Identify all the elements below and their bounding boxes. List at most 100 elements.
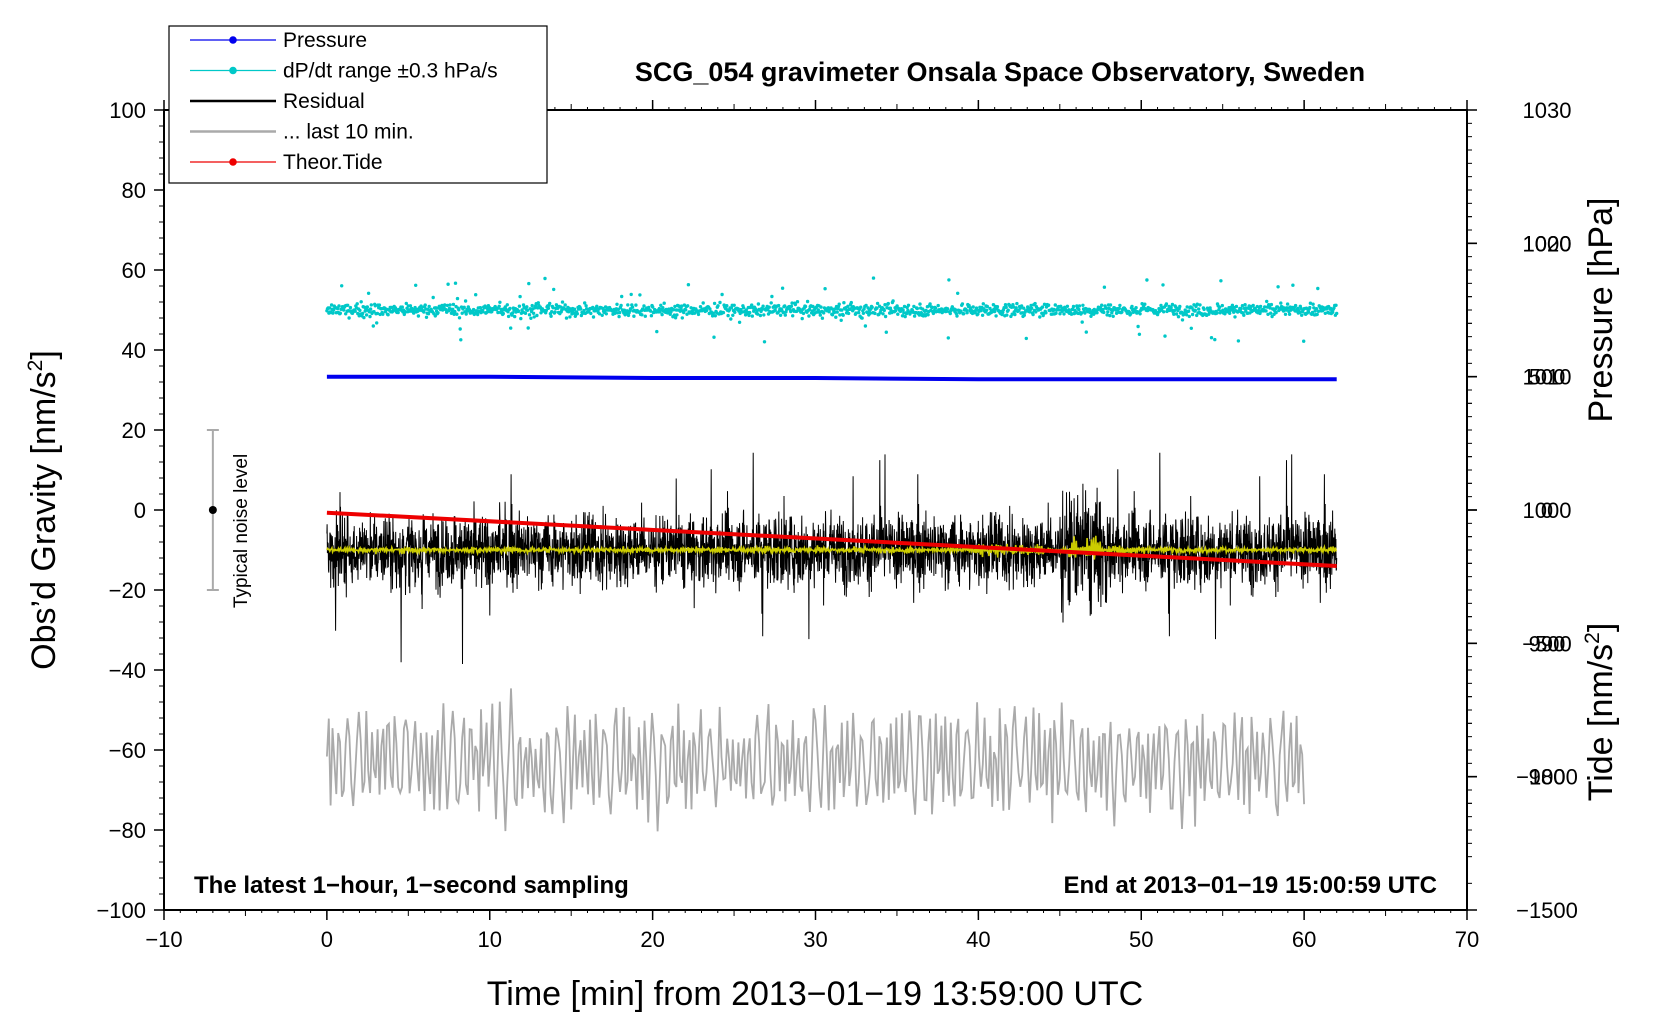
dpdt-point (626, 313, 631, 318)
dpdt-point (1134, 306, 1138, 310)
dpdt-point (1065, 304, 1070, 308)
dpdt-point (420, 305, 424, 310)
dpdt-point (955, 314, 959, 318)
dpdt-point (976, 312, 980, 316)
dpdt-point (530, 303, 534, 308)
dpdt-point (1302, 339, 1306, 343)
dpdt-point (1053, 303, 1058, 307)
dpdt-point (1243, 303, 1247, 307)
dpdt-point (930, 305, 934, 310)
dpdt-point (1180, 318, 1185, 322)
tide-title-sup: 2 (1581, 632, 1604, 644)
dpdt-point (1019, 304, 1024, 308)
chart-title: SCG_054 gravimeter Onsala Space Observat… (635, 57, 1365, 87)
dpdt-point (737, 320, 742, 324)
dpdt-point (711, 311, 715, 315)
dpdt-point (875, 301, 880, 306)
dpdt-point (1236, 339, 1241, 343)
dpdt-point (649, 309, 653, 313)
dpdt-point (758, 313, 763, 318)
series-residual-smoothed-line (326, 535, 1338, 560)
dpdt-point (756, 302, 761, 306)
bottom-right-annotation: End at 2013−01−19 15:00:59 UTC (1063, 872, 1437, 899)
dpdt-point (558, 305, 563, 309)
dpdt-point (1233, 315, 1237, 319)
dpdt-point (1118, 303, 1122, 308)
dpdt-point (884, 330, 888, 334)
dpdt-point (434, 306, 438, 310)
dpdt-point (672, 313, 676, 317)
dpdt-point (838, 313, 842, 317)
dpdt-point (710, 314, 715, 318)
dpdt-point (950, 305, 954, 309)
dpdt-point (375, 311, 380, 316)
dpdt-point (1213, 337, 1217, 342)
dpdt-point (1077, 304, 1082, 308)
tide-tick-label: −500 (1522, 631, 1572, 656)
dpdt-point (1003, 303, 1008, 307)
dpdt-point (1331, 310, 1335, 314)
dpdt-point (902, 304, 907, 309)
dpdt-point (402, 312, 406, 317)
dpdt-point (426, 312, 431, 316)
dpdt-point (1170, 302, 1175, 307)
dpdt-point (1190, 312, 1195, 317)
dpdt-point (1312, 306, 1316, 310)
dpdt-point (584, 304, 588, 308)
dpdt-point (1102, 310, 1106, 315)
legend-swatch-dot (229, 66, 237, 75)
dpdt-point (1300, 313, 1304, 317)
dpdt-point (686, 283, 691, 287)
dpdt-point (780, 286, 785, 290)
dpdt-point (924, 308, 928, 313)
dpdt-point (381, 312, 385, 316)
dpdt-point (526, 326, 530, 330)
dpdt-point (883, 303, 887, 307)
legend-label: ... last 10 min. (283, 121, 414, 144)
dpdt-point (371, 324, 375, 328)
dpdt-point (464, 312, 468, 316)
dpdt-point (457, 308, 461, 312)
dpdt-point (1219, 279, 1223, 283)
dpdt-point (846, 304, 850, 308)
dpdt-point (595, 304, 599, 308)
dpdt-point (1285, 302, 1290, 306)
dpdt-point (917, 313, 921, 317)
dpdt-point (404, 301, 408, 306)
dpdt-point (921, 307, 925, 311)
dpdt-point (643, 314, 647, 318)
dpdt-point (716, 304, 720, 308)
dpdt-point (686, 304, 690, 308)
dpdt-point (1264, 309, 1268, 313)
series-theor-tide-line (326, 510, 1337, 568)
legend-entry: Pressure (190, 29, 367, 52)
dpdt-point (496, 310, 500, 315)
dpdt-point (994, 314, 998, 318)
dpdt-point (1014, 306, 1018, 310)
dpdt-point (1137, 332, 1142, 336)
dpdt-point (1306, 310, 1311, 314)
dpdt-point (1269, 311, 1273, 315)
dpdt-point (1314, 307, 1319, 311)
dpdt-point (589, 311, 593, 316)
dpdt-point (1276, 285, 1280, 289)
dpdt-point (744, 308, 748, 312)
pressure-tick-label: 1010 (1523, 365, 1572, 390)
dpdt-point (1274, 310, 1278, 315)
plot-border (163, 109, 1468, 911)
pressure-tick-label: 1020 (1523, 231, 1572, 256)
dpdt-point (807, 314, 811, 318)
pressure-tick-label: 980 (1529, 765, 1566, 790)
dpdt-point (1184, 313, 1189, 317)
dpdt-point (1169, 305, 1173, 309)
dpdt-point (546, 306, 551, 310)
dpdt-point (463, 299, 468, 303)
dpdt-point (1176, 315, 1181, 319)
dpdt-point (1011, 305, 1016, 309)
dpdt-point (1102, 285, 1107, 289)
dpdt-point (896, 312, 900, 316)
dpdt-point (506, 314, 511, 319)
dpdt-point (1298, 310, 1302, 315)
dpdt-point (748, 310, 752, 315)
dpdt-point (523, 311, 528, 315)
